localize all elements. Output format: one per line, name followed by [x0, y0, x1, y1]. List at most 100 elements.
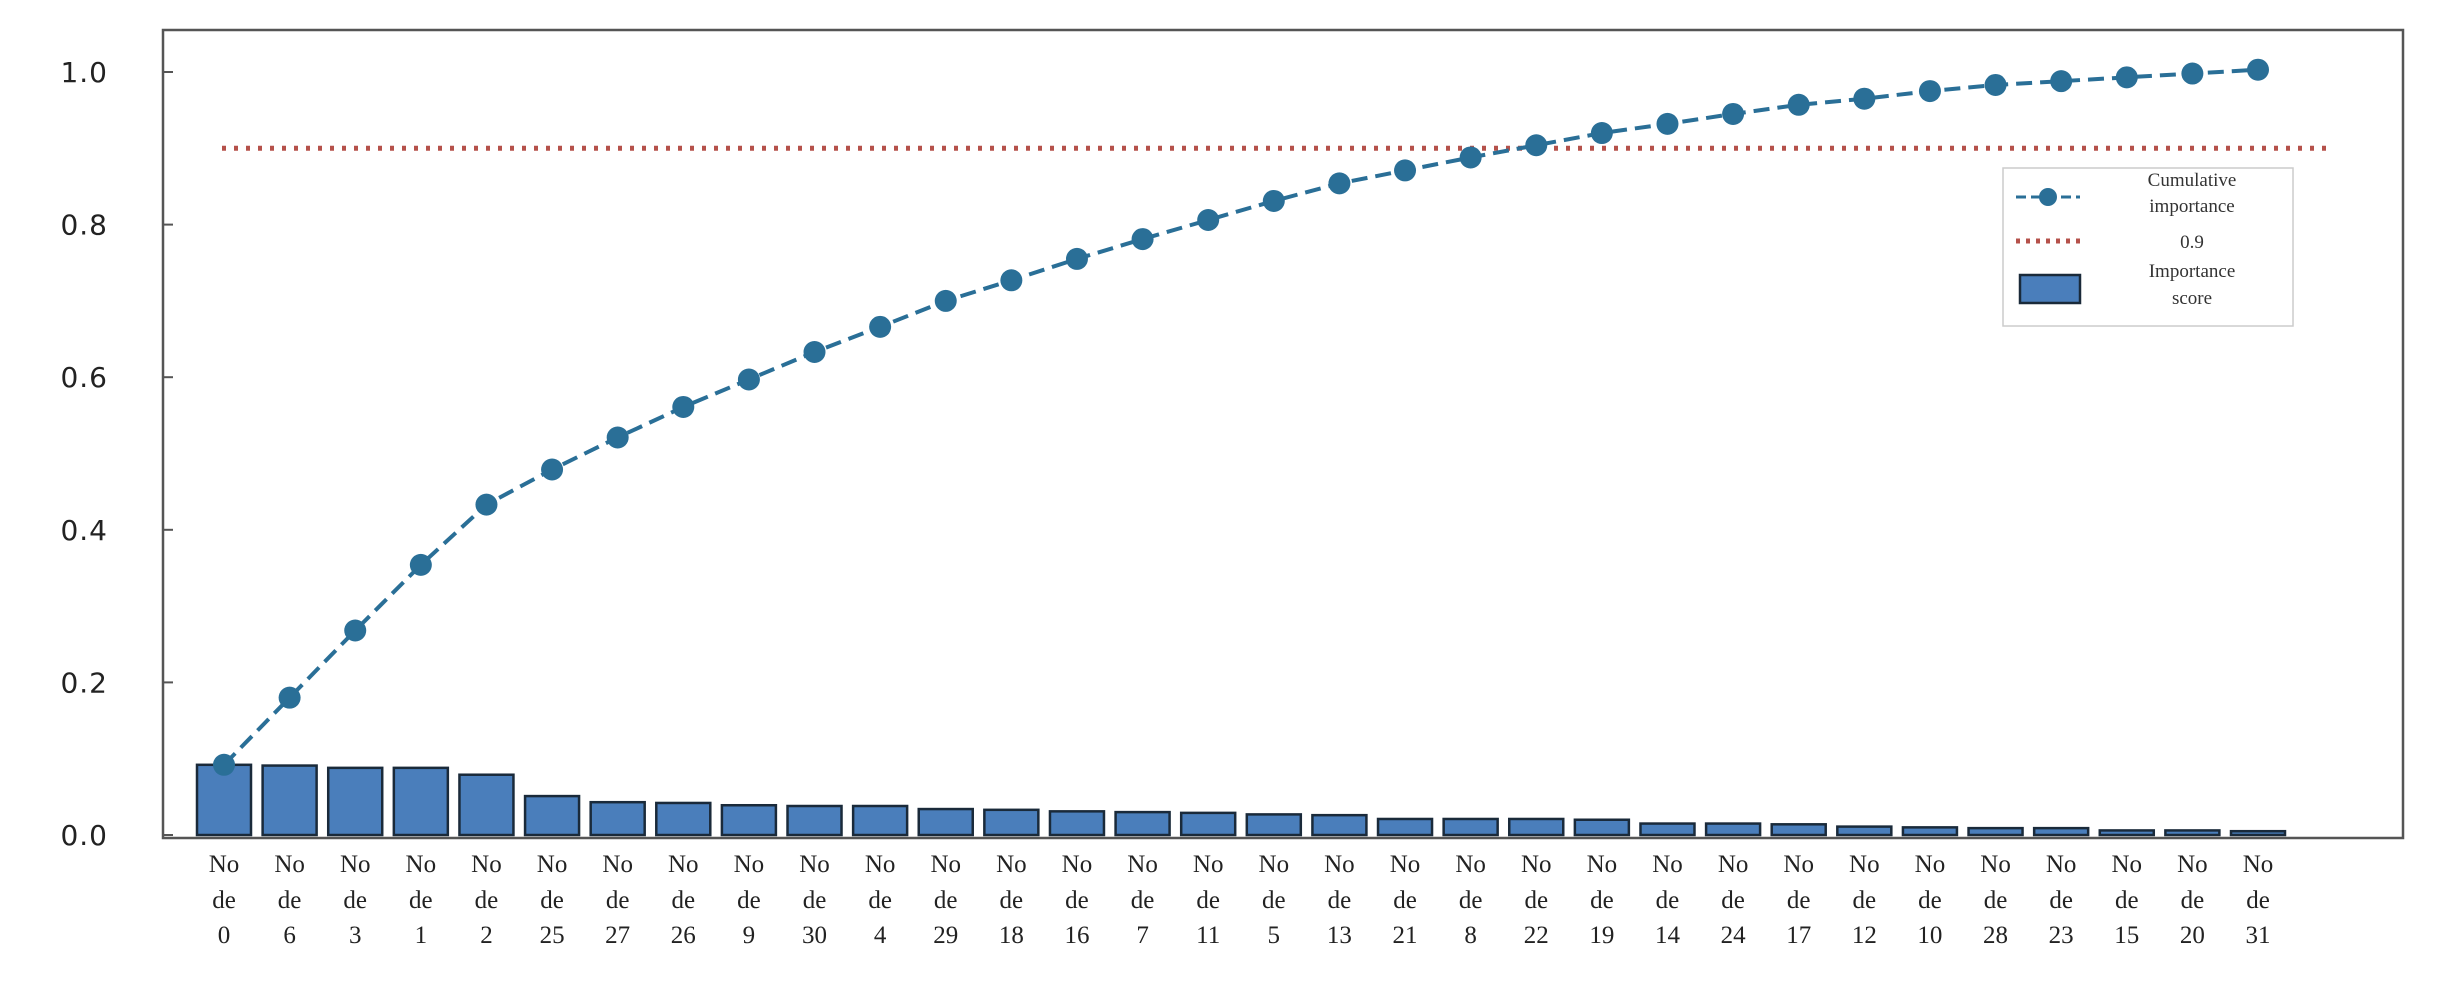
bar-11 — [1179, 811, 1237, 837]
x-tick-label: 21 — [1393, 922, 1418, 949]
bar-25 — [523, 794, 581, 837]
y-tick-label: 1.0 — [60, 56, 108, 89]
bar-18 — [983, 808, 1040, 837]
x-tick-label: No — [1849, 851, 1880, 878]
bar-31 — [2229, 829, 2287, 837]
y-tick-label: 0.2 — [60, 666, 108, 699]
x-tick-label: de — [2246, 887, 2270, 914]
x-tick-label: 6 — [283, 922, 296, 949]
x-tick-label: 1 — [415, 922, 428, 949]
x-tick-label: de — [1656, 887, 1680, 914]
x-tick-label: No — [1587, 851, 1618, 878]
x-tick-label: de — [671, 887, 695, 914]
x-tick-label: 31 — [2246, 922, 2271, 949]
x-tick-label: 22 — [1524, 922, 1549, 949]
x-tick-label: de — [1918, 887, 1942, 914]
x-tick-label: 26 — [671, 922, 696, 949]
x-tick-label: No — [1324, 851, 1355, 878]
x-tick-label: No — [340, 851, 371, 878]
cumulative-point-28 — [1984, 73, 2007, 96]
x-tick-label: de — [803, 887, 827, 914]
cumulative-point-12 — [1853, 87, 1876, 110]
x-tick-label: No — [2243, 851, 2274, 878]
x-tick-label: de — [475, 887, 499, 914]
cumulative-point-4 — [869, 315, 892, 338]
x-tick-label: 0 — [218, 922, 231, 949]
cumulative-point-8 — [1459, 146, 1482, 169]
cumulative-line — [222, 67, 2259, 767]
x-tick-label: de — [934, 887, 958, 914]
bar-0 — [195, 763, 253, 837]
x-tick-label: No — [2177, 851, 2208, 878]
x-tick-label: de — [1459, 887, 1483, 914]
cumulative-point-22 — [1525, 134, 1548, 157]
x-tick-label: No — [930, 851, 961, 878]
legend: Cumulative importance 0.9 Importance sco… — [2002, 167, 2294, 327]
x-tick-label: 27 — [605, 922, 630, 949]
x-tick-label: No — [734, 851, 765, 878]
cumulative-point-20 — [2181, 62, 2204, 85]
cumulative-point-18 — [1000, 269, 1023, 292]
x-tick-label: de — [212, 887, 236, 914]
cumulative-point-19 — [1590, 122, 1613, 145]
x-tick-label: 4 — [874, 922, 887, 949]
bar-15 — [2098, 829, 2156, 837]
x-tick-label: 25 — [540, 922, 565, 949]
bar-7 — [1114, 810, 1171, 837]
x-tick-label: 28 — [1983, 922, 2008, 949]
bar-12 — [1836, 825, 1893, 837]
y-tick-label: 0.4 — [60, 514, 108, 547]
x-tick-label: No — [1455, 851, 1486, 878]
x-tick-label: de — [2181, 887, 2205, 914]
x-axis: No de 0 No de 6 No de 3 No de 1 No de 2 No de 25 No de 27 No d… — [209, 851, 2274, 949]
x-tick-label: de — [1524, 887, 1548, 914]
legend-threshold-label: 0.9 — [2180, 232, 2204, 253]
plot-frame — [161, 28, 2405, 840]
cumulative-point-0 — [213, 753, 235, 776]
legend-importance-swatch — [2018, 273, 2082, 305]
x-tick-label: No — [1652, 851, 1683, 878]
bar-29 — [917, 807, 974, 837]
bar-14 — [1639, 822, 1696, 837]
x-tick-label: 2 — [480, 922, 493, 949]
cumulative-point-25 — [541, 458, 564, 481]
x-tick-label: 20 — [2180, 922, 2205, 949]
x-tick-label: No — [1915, 851, 1946, 878]
bar-6 — [261, 764, 318, 837]
x-tick-label: 15 — [2114, 922, 2139, 949]
x-tick-label: 12 — [1852, 922, 1877, 949]
x-tick-label: No — [668, 851, 699, 878]
x-tick-label: de — [1787, 887, 1811, 914]
cumulative-point-29 — [934, 289, 957, 312]
x-tick-label: No — [1783, 851, 1814, 878]
x-tick-label: de — [1065, 887, 1089, 914]
x-tick-label: 11 — [1196, 922, 1220, 949]
x-tick-label: 7 — [1136, 922, 1149, 949]
x-tick-label: de — [868, 887, 892, 914]
bar-23 — [2032, 826, 2090, 837]
x-tick-label: No — [1521, 851, 1552, 878]
x-tick-label: 5 — [1268, 922, 1281, 949]
legend-cumulative-label-1: Cumulative — [2148, 170, 2237, 191]
bar-5 — [1245, 813, 1303, 837]
x-tick-label: de — [278, 887, 302, 914]
bar-4 — [851, 804, 909, 837]
bar-9 — [720, 803, 778, 837]
x-tick-label: de — [1721, 887, 1745, 914]
x-tick-label: No — [1062, 851, 1093, 878]
bar-16 — [1048, 810, 1106, 837]
x-tick-label: de — [1131, 887, 1155, 914]
bar-28 — [1967, 826, 2024, 837]
cumulative-point-21 — [1394, 159, 1417, 182]
cumulative-point-10 — [1918, 80, 1941, 103]
cumulative-point-11 — [1197, 209, 1220, 232]
x-tick-label: No — [996, 851, 1027, 878]
x-tick-label: 3 — [349, 922, 362, 949]
x-tick-label: No — [209, 851, 240, 878]
cumulative-point-3 — [344, 619, 367, 642]
cumulative-point-5 — [1262, 189, 1285, 212]
bar-13 — [1311, 813, 1368, 837]
x-tick-label: No — [406, 851, 437, 878]
x-tick-label: de — [1393, 887, 1417, 914]
